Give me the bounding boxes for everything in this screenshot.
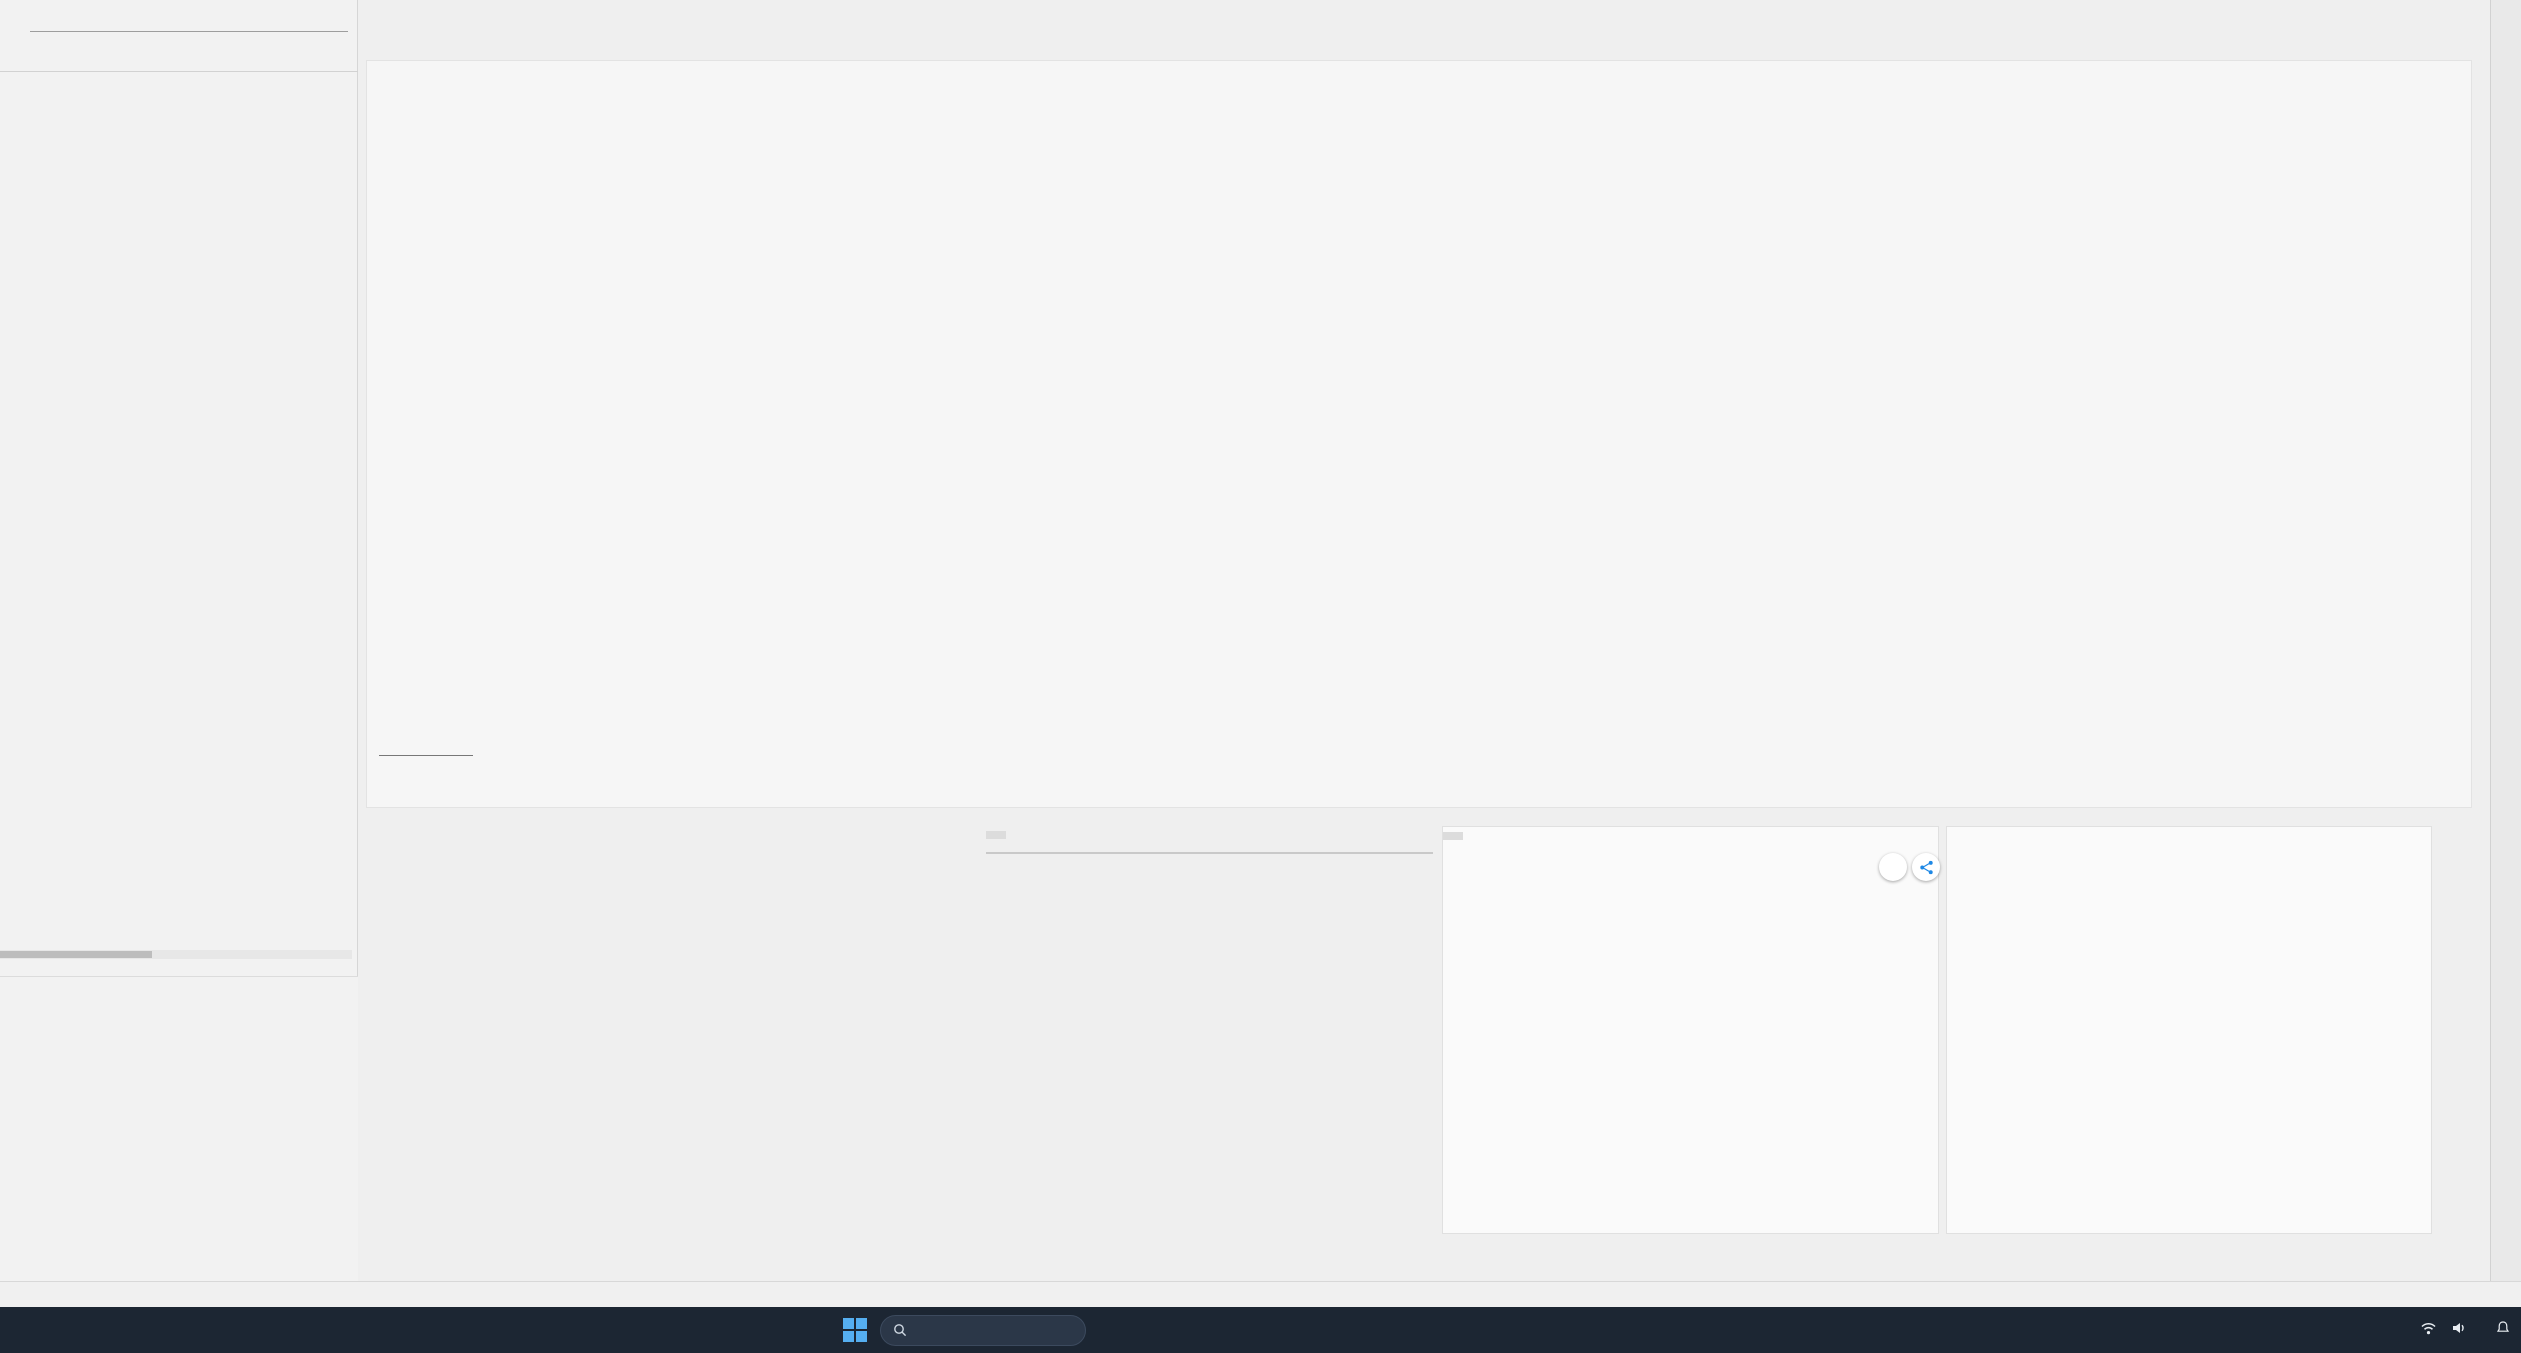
taskbar-center <box>835 1310 1091 1350</box>
taskbar-weather-widget[interactable] <box>10 1307 45 1353</box>
captures-panel <box>0 0 358 1281</box>
percent-toggle-button[interactable] <box>1879 853 1907 881</box>
fps-thresholds-header <box>1443 832 1463 840</box>
weather-icon <box>10 1317 36 1343</box>
share-icon <box>1919 860 1933 874</box>
notifications-icon[interactable] <box>2495 1320 2511 1341</box>
record-info-header <box>16 987 342 1011</box>
percentile-panel <box>381 826 981 1234</box>
captures-horizontal-scrollbar[interactable] <box>0 950 352 959</box>
fps-thresholds-panel <box>1442 826 1940 1234</box>
windows-taskbar <box>0 1307 2521 1353</box>
frametime-chart-card <box>366 60 2472 808</box>
stutter-pie-chart <box>2179 915 2415 1151</box>
sensor-data-panel <box>986 826 1433 1234</box>
captures-table-header <box>0 40 358 72</box>
system-tray <box>2392 1307 2511 1353</box>
volume-icon[interactable] <box>2451 1321 2467 1340</box>
sensor-table <box>986 852 1433 854</box>
frametime-chart[interactable] <box>367 61 2471 775</box>
system-info-strip <box>2490 0 2521 1281</box>
share-button[interactable] <box>1912 853 1940 881</box>
record-info-panel <box>0 976 358 1281</box>
status-bar <box>0 1281 2521 1307</box>
sensor-data-header <box>986 831 1006 839</box>
stuttering-panel <box>1946 826 2432 1234</box>
start-button[interactable] <box>835 1310 875 1350</box>
wifi-icon[interactable] <box>2420 1321 2437 1340</box>
yaxis-scale-control <box>379 749 479 756</box>
search-input[interactable] <box>30 8 348 32</box>
captures-search-row <box>0 0 358 40</box>
search-icon <box>894 1324 907 1337</box>
windows-logo-icon <box>843 1318 867 1342</box>
taskbar-search[interactable] <box>880 1314 1086 1346</box>
scrollbar-thumb[interactable] <box>0 951 152 958</box>
yaxis-scale-select[interactable] <box>379 749 473 756</box>
